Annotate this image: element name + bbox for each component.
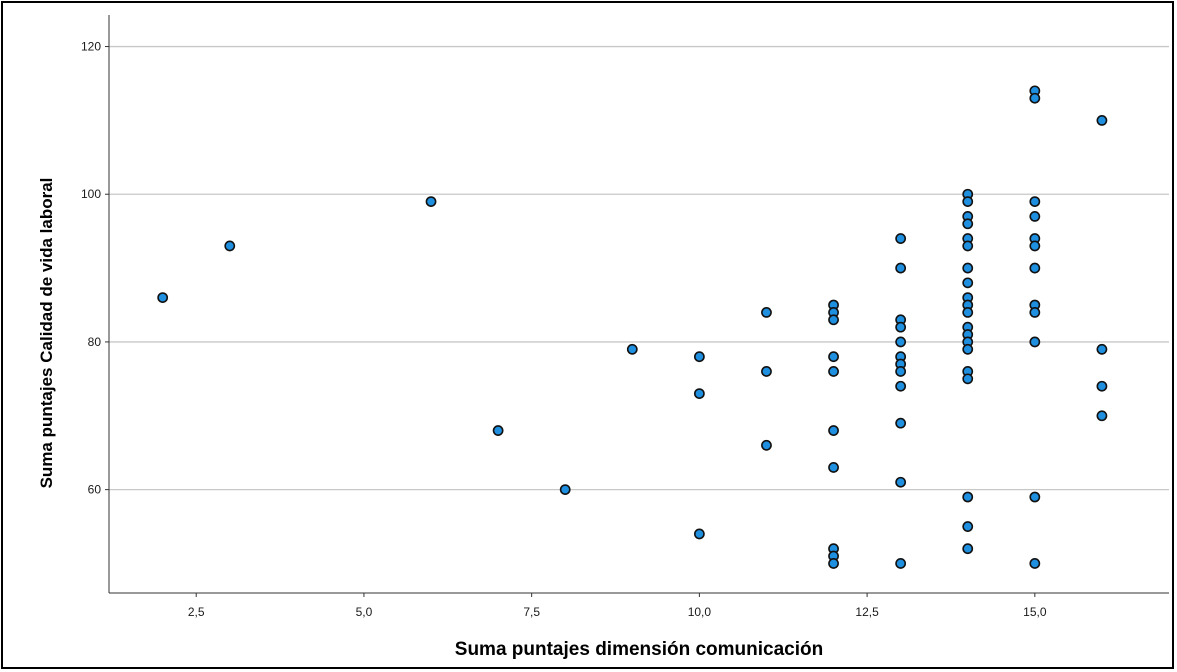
data-point <box>962 306 974 318</box>
data-point <box>559 484 571 496</box>
y-tick-label: 60 <box>88 483 102 497</box>
data-point <box>1096 343 1108 355</box>
data-point <box>962 543 974 555</box>
data-point <box>693 528 705 540</box>
data-point <box>895 476 907 488</box>
x-axis-title: Suma puntajes dimensión comunicación <box>455 639 823 660</box>
data-point <box>828 462 839 473</box>
data-point <box>761 366 772 377</box>
data-point <box>1096 114 1108 126</box>
data-point <box>828 314 839 326</box>
data-point <box>828 425 839 436</box>
y-axis-title: Suma puntajes Calidad de vida laboral <box>37 178 56 489</box>
data-point <box>157 292 169 304</box>
x-axis-ticks: 2,5 5,0 7,5 10,0 12,5 15,0 <box>188 593 1047 619</box>
data-point <box>895 233 907 244</box>
data-point <box>761 439 772 451</box>
data-point <box>1029 210 1041 222</box>
y-axis-ticks: 60 80 100 120 <box>81 40 109 497</box>
data-point <box>1096 380 1108 392</box>
data-point <box>693 351 705 363</box>
data-point <box>962 521 974 532</box>
data-point <box>1029 240 1041 252</box>
data-point <box>962 373 974 385</box>
data-point <box>895 558 907 569</box>
data-point <box>895 380 907 392</box>
x-tick-label: 7,5 <box>523 605 540 619</box>
data-point <box>895 336 907 348</box>
data-point <box>492 425 504 436</box>
data-point <box>962 240 974 252</box>
data-point <box>425 196 437 208</box>
data-point <box>1029 92 1041 104</box>
data-point <box>962 277 974 289</box>
data-point <box>895 417 907 429</box>
data-point <box>1029 196 1041 208</box>
data-point <box>895 366 907 377</box>
data-point <box>962 343 974 355</box>
x-tick-label: 2,5 <box>188 605 205 619</box>
data-point <box>828 558 839 569</box>
data-point <box>828 366 839 377</box>
data-point <box>626 343 638 355</box>
data-point <box>761 306 772 318</box>
x-tick-label: 10,0 <box>688 605 712 619</box>
y-tick-label: 120 <box>81 40 101 54</box>
data-point <box>962 262 974 274</box>
data-point <box>1029 262 1041 274</box>
y-tick-label: 80 <box>88 335 102 349</box>
x-tick-label: 15,0 <box>1023 605 1047 619</box>
data-point <box>224 240 236 252</box>
data-point <box>828 351 839 363</box>
data-point <box>895 262 907 274</box>
axes <box>108 15 1169 594</box>
scatter-chart: 2,5 5,0 7,5 10,0 12,5 15,0 60 80 100 120 Suma pu… <box>37 15 1169 660</box>
data-point <box>895 321 907 333</box>
y-tick-label: 100 <box>81 187 101 201</box>
x-tick-label: 5,0 <box>356 605 373 619</box>
gridlines <box>109 45 1169 491</box>
data-point <box>1029 306 1041 318</box>
x-tick-label: 12,5 <box>855 605 879 619</box>
data-point <box>1029 558 1041 569</box>
data-point <box>962 491 974 503</box>
data-point <box>1096 410 1108 422</box>
data-point <box>1029 336 1041 348</box>
data-point <box>693 388 705 400</box>
data-point <box>962 218 974 230</box>
data-point <box>962 196 974 208</box>
data-points <box>157 85 1108 569</box>
data-point <box>1029 491 1041 503</box>
